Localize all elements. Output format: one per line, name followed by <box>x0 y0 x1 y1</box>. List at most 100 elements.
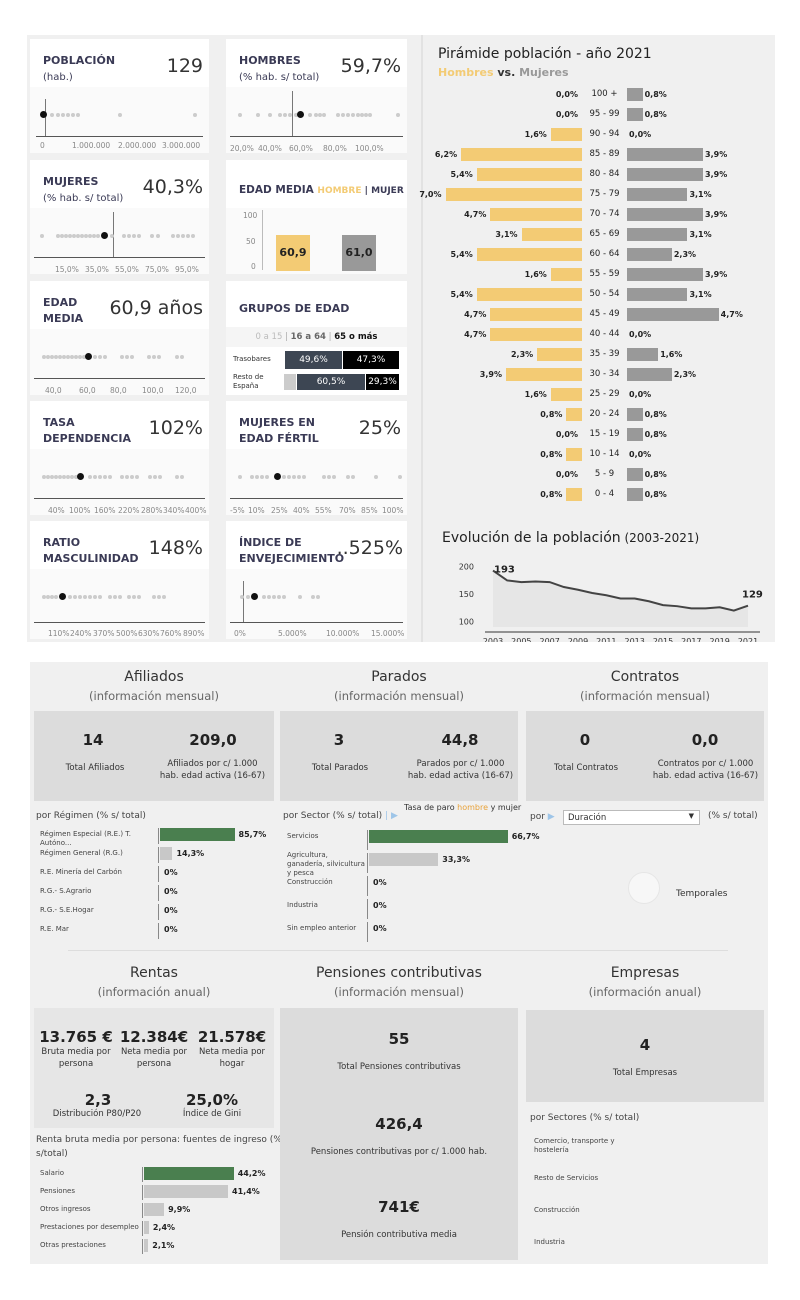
axis-tick <box>142 1185 143 1200</box>
kpi-label: MUJERES EN EDAD FÉRTIL <box>239 416 319 445</box>
kpi-edad-media-sexo[interactable]: EDAD MEDIA HOMBRE | MUJER 100 50 0 60,9 … <box>226 160 407 274</box>
label-hombres: 5,4% <box>450 290 473 299</box>
bar-hombres <box>476 248 582 261</box>
age-label: 45 - 49 <box>589 309 620 319</box>
kpi-ratio-masculinidad[interactable]: RATIO MASCULINIDAD 148% 110% 240% 370% 50… <box>30 521 209 639</box>
label-mujeres: 0,8% <box>644 410 667 419</box>
category-label: Régimen General (R.G.) <box>40 849 123 857</box>
strip-plot: 40,0 60,0 80,0 100,0 120,0 <box>30 329 209 395</box>
rentas-subtitle: (información anual) <box>97 985 211 999</box>
bar-hombres <box>550 128 582 141</box>
bar-hombre: 60,9 <box>276 235 310 271</box>
age-label: 10 - 14 <box>589 449 620 459</box>
play-icon[interactable]: ▶ <box>390 811 398 821</box>
empresas-sector: Industria <box>534 1238 565 1246</box>
x-tick: 2007 <box>539 637 559 642</box>
label-mujeres: 2,3% <box>673 370 697 379</box>
bar-value: 9,9% <box>168 1205 191 1214</box>
bar <box>144 1239 149 1252</box>
last-label: 129 <box>742 590 763 601</box>
kpi-label: GRUPOS DE EDAD <box>239 302 350 315</box>
label-hombres: 7,0% <box>419 190 442 199</box>
grupos-row: Resto de España 60,5% 29,3% <box>226 372 407 392</box>
label-hombres: 0,0% <box>555 430 578 439</box>
x-tick: 2015 <box>653 637 673 642</box>
label-hombres: 1,6% <box>524 130 547 139</box>
strip-plot: 0 1.000.000 2.000.000 3.000.000 <box>30 87 209 153</box>
bar-hombres <box>566 448 582 461</box>
age-label: 85 - 89 <box>589 149 620 159</box>
fuentes-title: Renta bruta media por persona: fuentes d… <box>36 1135 282 1159</box>
fuentes-chart: Salario 44,2% Pensiones 41,4% Otros ingresos… <box>36 1167 276 1262</box>
bar-mujeres <box>627 268 704 281</box>
section-divider <box>68 950 728 951</box>
x-tick: 2005 <box>511 637 531 642</box>
bar-value: 66,7% <box>511 832 540 841</box>
evolution-chart: 200 150 100 2003 2005 2007 2009 2011 2013 2015 201… <box>459 563 763 642</box>
pyramid-title: Pirámide población - año 2021 <box>438 46 652 62</box>
contratos-subtitle: (información mensual) <box>580 689 710 703</box>
kpi-poblacion[interactable]: POBLACIÓN (hab.) 129 0 1.000.000 2.000.00… <box>30 39 209 153</box>
kpi-label: EDAD MEDIA <box>43 296 84 325</box>
kpi-edad-media[interactable]: EDAD MEDIA 60,9 años 40,0 60,0 80,0 100,0… <box>30 281 209 395</box>
age-label: 30 - 34 <box>589 369 620 379</box>
bar-mujeres <box>627 108 643 121</box>
kpi-tasa-dependencia[interactable]: TASA DEPENDENCIA 102% 40% 100% 160% 220% … <box>30 401 209 515</box>
contratos-donut <box>628 872 660 904</box>
kpi-value: 129 <box>166 55 203 77</box>
label-hombres: 0,0% <box>555 110 578 119</box>
play-icon[interactable]: ▶ <box>547 812 555 822</box>
kpi-indice-envejecimiento[interactable]: ÍNDICE DE ENVEJECIMIENTO ..525% 0% 5.000%… <box>226 521 407 639</box>
label-hombres: 5,4% <box>450 170 473 179</box>
bar-value: 44,2% <box>237 1169 266 1178</box>
bar-hombres <box>505 368 582 381</box>
x-tick: 2019 <box>709 637 729 642</box>
empresas-sector: Resto de Servicios <box>534 1174 599 1182</box>
axis-tick <box>367 899 368 919</box>
y-tick: 150 <box>459 590 474 599</box>
parados-subtitle: (información mensual) <box>334 689 464 703</box>
label-mujeres: 0,0% <box>629 390 652 399</box>
category-label: Otros ingresos <box>40 1205 91 1213</box>
label-hombres: 0,0% <box>555 90 578 99</box>
category-label: Industria <box>287 901 318 909</box>
kpi-mujeres-fertil[interactable]: MUJERES EN EDAD FÉRTIL 25% -5% 10% 25% 40… <box>226 401 407 515</box>
category-label: Otras prestaciones <box>40 1241 106 1249</box>
category-label: Servicios <box>287 832 319 840</box>
label-mujeres: 3,9% <box>705 150 728 159</box>
age-label: 55 - 59 <box>589 269 620 279</box>
label-mujeres: 3,1% <box>689 190 712 199</box>
age-label: 0 - 4 <box>594 489 615 499</box>
afiliados-subtitle: (información mensual) <box>89 689 219 703</box>
bar-hombres <box>490 328 582 341</box>
kpi-label: RATIO MASCULINIDAD <box>43 536 139 565</box>
kpi-mujeres[interactable]: MUJERES (% hab. s/ total) 40,3% 15,0% 35,… <box>30 160 209 274</box>
label-mujeres: 0,8% <box>644 110 667 119</box>
duracion-select[interactable]: Duración ▼ <box>563 810 700 825</box>
sector-chart: Servicios 66,7% Agricultura, ganadería, si… <box>283 830 540 950</box>
bar-mujeres <box>627 368 672 381</box>
empresas-title: Empresas <box>610 965 680 981</box>
label-mujeres: 3,1% <box>689 290 712 299</box>
bar-mujeres <box>627 488 643 501</box>
bar-value: 0% <box>164 868 178 877</box>
y-tick: 100 <box>459 618 474 627</box>
category-label: Régimen Especial (R.E.) T. Autóno... <box>40 830 131 847</box>
bar <box>144 1221 149 1234</box>
bar <box>144 1167 234 1180</box>
bar-mujeres <box>627 188 688 201</box>
population-pyramid: 100 + 0,0% 0,8% 95 - 99 0,0% 0,8% 90 - 94 1,6% 0… <box>419 88 770 508</box>
axis-tick <box>158 828 159 844</box>
kpi-grupos-edad[interactable]: GRUPOS DE EDAD 0 a 15 | 16 a 64 | 65 o m… <box>226 281 407 395</box>
axis-tick <box>158 866 159 882</box>
bar-value: 41,4% <box>232 1187 260 1196</box>
label-hombres: 4,7% <box>464 210 487 219</box>
label-mujeres: 1,6% <box>660 350 683 359</box>
tasa-paro-label[interactable]: Tasa de paro hombre y mujer <box>404 803 522 812</box>
axis-tick <box>142 1203 143 1218</box>
kpi-hombres[interactable]: HOMBRES (% hab. s/ total) 59,7% 20,0% 40,… <box>226 39 407 153</box>
grupos-row: Trasobares 49,6% 47,3% <box>226 351 407 369</box>
axis-tick <box>142 1167 143 1182</box>
rentas-box <box>34 1008 274 1128</box>
bar-value: 85,7% <box>238 830 267 839</box>
